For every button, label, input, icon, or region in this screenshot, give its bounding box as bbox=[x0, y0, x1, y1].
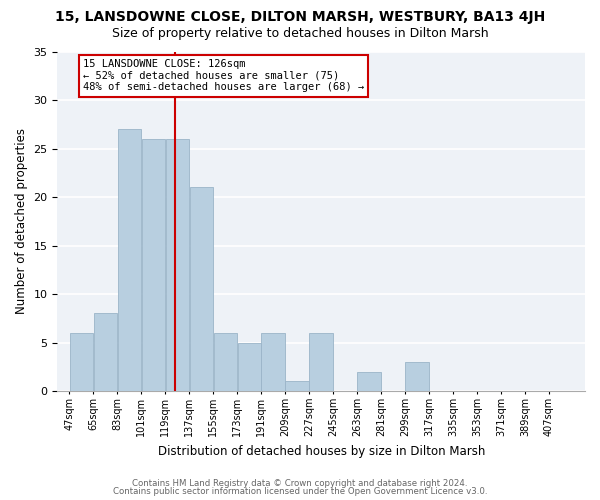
Bar bbox=[358, 372, 381, 391]
Bar bbox=[406, 362, 429, 391]
Bar bbox=[142, 139, 165, 391]
Bar bbox=[166, 139, 189, 391]
Bar bbox=[310, 333, 333, 391]
X-axis label: Distribution of detached houses by size in Dilton Marsh: Distribution of detached houses by size … bbox=[158, 444, 485, 458]
Text: 15 LANSDOWNE CLOSE: 126sqm
← 52% of detached houses are smaller (75)
48% of semi: 15 LANSDOWNE CLOSE: 126sqm ← 52% of deta… bbox=[83, 60, 364, 92]
Bar bbox=[190, 188, 213, 391]
Bar bbox=[238, 342, 261, 391]
Text: 15, LANSDOWNE CLOSE, DILTON MARSH, WESTBURY, BA13 4JH: 15, LANSDOWNE CLOSE, DILTON MARSH, WESTB… bbox=[55, 10, 545, 24]
Bar bbox=[214, 333, 237, 391]
Text: Contains HM Land Registry data © Crown copyright and database right 2024.: Contains HM Land Registry data © Crown c… bbox=[132, 478, 468, 488]
Text: Contains public sector information licensed under the Open Government Licence v3: Contains public sector information licen… bbox=[113, 487, 487, 496]
Text: Size of property relative to detached houses in Dilton Marsh: Size of property relative to detached ho… bbox=[112, 28, 488, 40]
Bar bbox=[262, 333, 285, 391]
Bar bbox=[70, 333, 93, 391]
Bar bbox=[286, 382, 309, 391]
Y-axis label: Number of detached properties: Number of detached properties bbox=[15, 128, 28, 314]
Bar bbox=[94, 314, 117, 391]
Bar bbox=[118, 129, 141, 391]
